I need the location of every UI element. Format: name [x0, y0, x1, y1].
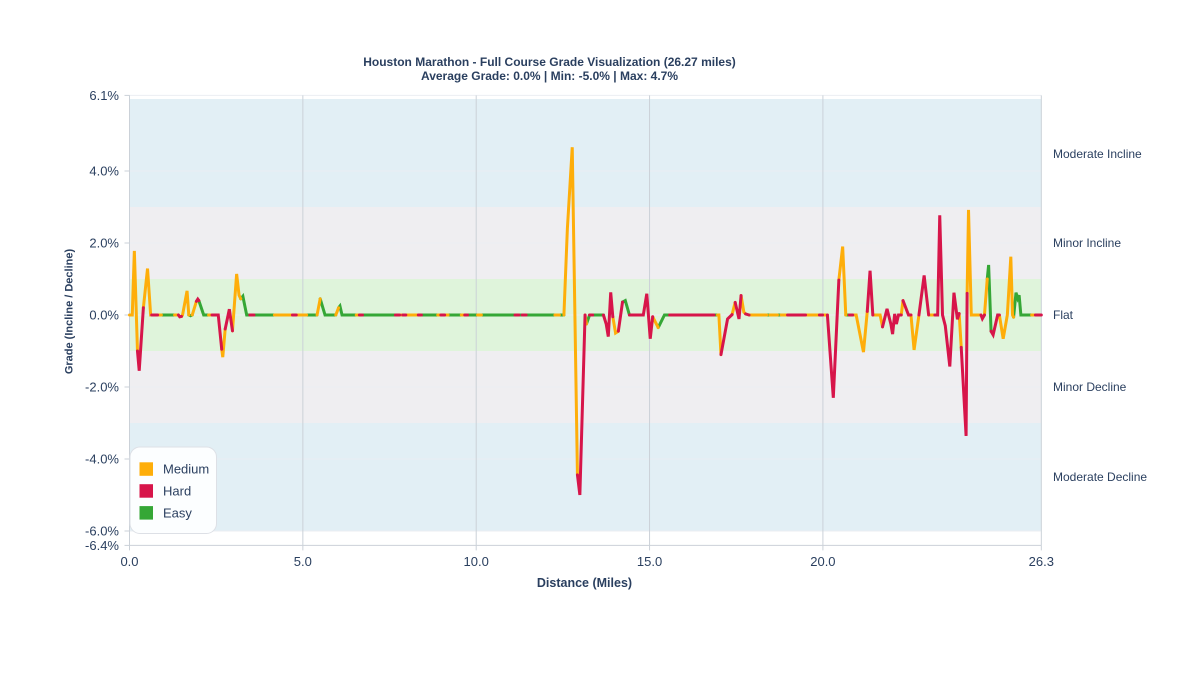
svg-text:Hard: Hard: [163, 484, 191, 499]
svg-text:10.0: 10.0: [464, 554, 489, 569]
svg-text:Medium: Medium: [163, 462, 209, 477]
svg-text:Moderate Decline: Moderate Decline: [1053, 470, 1147, 484]
svg-text:6.1%: 6.1%: [89, 88, 119, 103]
svg-text:15.0: 15.0: [637, 554, 662, 569]
svg-text:-6.4%: -6.4%: [85, 538, 119, 553]
svg-text:20.0: 20.0: [810, 554, 835, 569]
svg-text:Average Grade: 0.0% | Min: -5.: Average Grade: 0.0% | Min: -5.0% | Max: …: [421, 69, 678, 83]
svg-text:0.0: 0.0: [120, 554, 138, 569]
svg-text:Moderate Incline: Moderate Incline: [1053, 147, 1142, 161]
svg-text:26.3: 26.3: [1029, 554, 1054, 569]
svg-text:Flat: Flat: [1053, 308, 1074, 322]
svg-text:-2.0%: -2.0%: [85, 379, 119, 394]
svg-text:0.0%: 0.0%: [89, 307, 119, 322]
svg-text:Minor Incline: Minor Incline: [1053, 236, 1121, 250]
svg-text:-4.0%: -4.0%: [85, 451, 119, 466]
svg-text:Houston Marathon - Full Course: Houston Marathon - Full Course Grade Vis…: [363, 55, 736, 69]
svg-text:Distance (Miles): Distance (Miles): [537, 576, 632, 590]
svg-text:Grade (Incline / Decline): Grade (Incline / Decline): [64, 249, 76, 375]
svg-text:Minor Decline: Minor Decline: [1053, 380, 1127, 394]
svg-text:Easy: Easy: [163, 505, 192, 520]
svg-text:-6.0%: -6.0%: [85, 523, 119, 538]
svg-text:2.0%: 2.0%: [89, 235, 119, 250]
svg-text:5.0: 5.0: [294, 554, 312, 569]
svg-text:4.0%: 4.0%: [89, 163, 119, 178]
